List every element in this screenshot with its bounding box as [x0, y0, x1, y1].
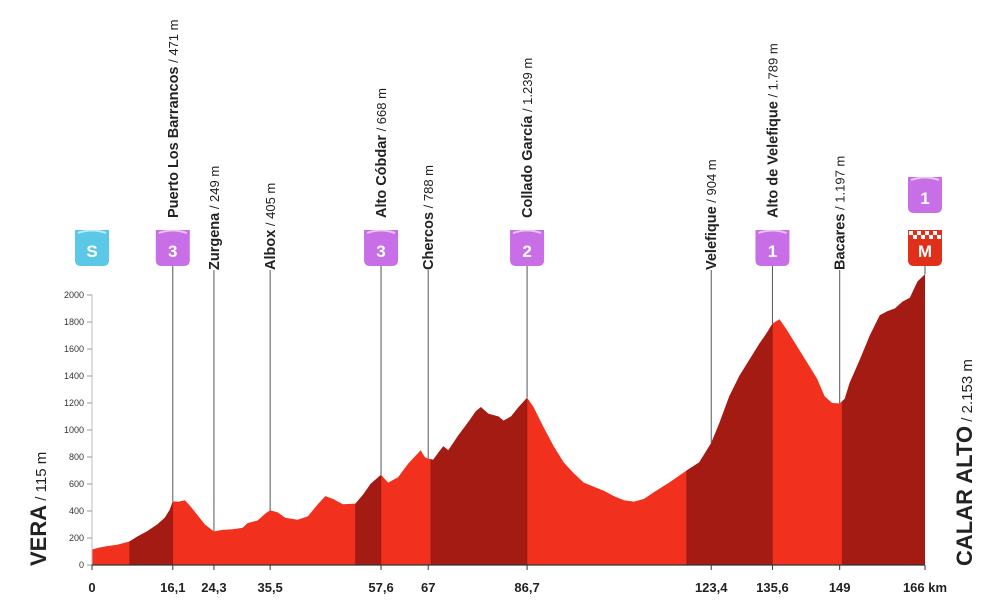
y-tick-label-800: 800	[69, 452, 84, 462]
finish-climb-badge: 1	[908, 176, 942, 213]
finish-badge-check-0-6	[933, 231, 937, 235]
waypoint-name-7: Alto de Velefique	[765, 101, 781, 218]
finish-badge: M	[908, 230, 942, 266]
x-tick-label-9: 149	[829, 580, 851, 595]
waypoint-elevation-0: / 471 m	[166, 20, 181, 67]
finish-badge-check-0-4	[925, 231, 929, 235]
y-tick-label-2000: 2000	[64, 290, 84, 300]
waypoint-label-6: Velefique / 904 m	[704, 159, 720, 270]
waypoint-label-4: Chercos / 788 m	[421, 165, 437, 270]
finish-badge-check-1-1	[913, 235, 917, 239]
finish-label: CALAR ALTO / 2.153 m	[952, 359, 977, 566]
waypoint-elevation-7: / 1.789 m	[765, 43, 780, 101]
waypoint-elevation-8: / 1.197 m	[833, 156, 848, 214]
start-label: VERA / 115 m	[26, 452, 51, 566]
waypoint-elevation-5: / 1.239 m	[520, 58, 535, 116]
x-axis: 0 16,1 24,3 35,5 57,6 67 86,7 123,4 135,6 149 166 …	[88, 565, 947, 595]
start-badge-shape	[75, 230, 109, 266]
finish-badge-check-1-3	[921, 235, 925, 239]
climb-segment-2	[430, 274, 528, 565]
climb-badge-3-shape	[364, 230, 399, 266]
waypoint-name-8: Bacares	[833, 214, 849, 270]
y-tick-label-0: 0	[79, 560, 84, 570]
x-tick-label-3: 35,5	[257, 580, 282, 595]
waypoint-name-5: Collado García	[520, 115, 536, 218]
climb-badge-0-shape	[155, 230, 190, 266]
waypoint-elevation-3: / 668 m	[374, 88, 389, 135]
y-tick-label-600: 600	[69, 479, 84, 489]
waypoint-label-3: Alto Cóbdar / 668 m	[374, 88, 390, 218]
waypoint-label-5: Collado García / 1.239 m	[520, 58, 536, 218]
climb-badge-5-gloss	[512, 229, 542, 234]
x-tick-label-7: 123,4	[695, 580, 728, 595]
waypoint-elevation-6: / 904 m	[704, 159, 719, 206]
y-tick-label-1800: 1800	[64, 317, 84, 327]
x-tick-label-4: 57,6	[368, 580, 393, 595]
x-tick-label-5: 67	[421, 580, 435, 595]
y-tick-label-400: 400	[69, 506, 84, 516]
climb-badge-5: 2	[510, 229, 545, 266]
finish-name: CALAR ALTO	[952, 426, 977, 566]
waypoints: 3 Puerto Los Barrancos / 471 m Zurgena / 2…	[155, 20, 849, 532]
climb-badge-0-gloss	[158, 229, 188, 234]
waypoint-elevation-4: / 788 m	[421, 165, 436, 212]
waypoint-name-0: Puerto Los Barrancos	[166, 67, 182, 219]
y-tick-label-1000: 1000	[64, 425, 84, 435]
y-axis: 0 200 400 600 800 1000 1200 1400 1600 1800 2000	[64, 290, 93, 570]
climb-badge-0: 3	[155, 229, 190, 266]
waypoint-label-0: Puerto Los Barrancos / 471 m	[166, 20, 182, 218]
start-badge-label: S	[86, 242, 97, 261]
climb-segment-3	[686, 274, 773, 565]
y-tick-label-1400: 1400	[64, 371, 84, 381]
finish-badge-check-1-7	[937, 235, 941, 239]
climb-badge-7-label: 1	[768, 242, 777, 261]
finish-climb-badge-gloss	[910, 176, 940, 181]
x-tick-label-8: 135,6	[756, 580, 789, 595]
finish-badge-check-0-0	[909, 231, 913, 235]
waypoint-elevation-2: / 405 m	[263, 183, 278, 230]
y-tick-label-1200: 1200	[64, 398, 84, 408]
finish-elevation: / 2.153 m	[959, 359, 976, 426]
waypoint-label-2: Albox / 405 m	[263, 183, 279, 270]
climb-badge-0-label: 3	[168, 242, 177, 261]
climb-badge-7-gloss	[758, 229, 787, 234]
finish-badge-label: M	[918, 242, 932, 261]
waypoint-label-8: Bacares / 1.197 m	[833, 156, 849, 270]
start-badge-gloss	[77, 229, 107, 234]
climb-badge-3: 3	[364, 229, 399, 266]
waypoint-name-3: Alto Cóbdar	[374, 135, 390, 218]
y-tick-label-1600: 1600	[64, 344, 84, 354]
waypoint-name-1: Zurgena	[207, 212, 223, 270]
y-tick-label-200: 200	[69, 533, 84, 543]
finish-climb-badge-shape	[908, 177, 942, 213]
finish-badge-check-0-2	[917, 231, 921, 235]
x-tick-label-2: 24,3	[201, 580, 226, 595]
waypoint-name-6: Velefique	[704, 206, 720, 270]
x-tick-label-1: 16,1	[160, 580, 185, 595]
waypoint-label-1: Zurgena / 249 m	[207, 166, 223, 270]
waypoint-name-4: Chercos	[421, 212, 437, 270]
climb-badge-5-shape	[510, 230, 545, 266]
climb-badge-7-shape	[755, 230, 790, 266]
x-tick-label-6: 86,7	[514, 580, 539, 595]
climb-badge-3-gloss	[366, 229, 396, 234]
climb-badge-5-label: 2	[522, 242, 531, 261]
x-tick-label-0: 0	[88, 580, 95, 595]
x-tick-label-10: 166 km	[903, 580, 947, 595]
climb-segment-1	[355, 274, 382, 565]
start-name: VERA	[26, 505, 51, 566]
finish-badge-check-1-5	[929, 235, 933, 239]
start-badge: S	[75, 229, 109, 266]
start-elevation: / 115 m	[33, 452, 50, 505]
waypoint-name-2: Albox	[263, 230, 279, 270]
climb-badge-3-label: 3	[376, 242, 385, 261]
climb-segment-4	[842, 274, 925, 565]
waypoint-label-7: Alto de Velefique / 1.789 m	[765, 43, 781, 218]
waypoint-elevation-1: / 249 m	[207, 166, 222, 213]
finish-climb-badge-label: 1	[920, 189, 929, 208]
climb-badge-7: 1	[755, 229, 790, 266]
